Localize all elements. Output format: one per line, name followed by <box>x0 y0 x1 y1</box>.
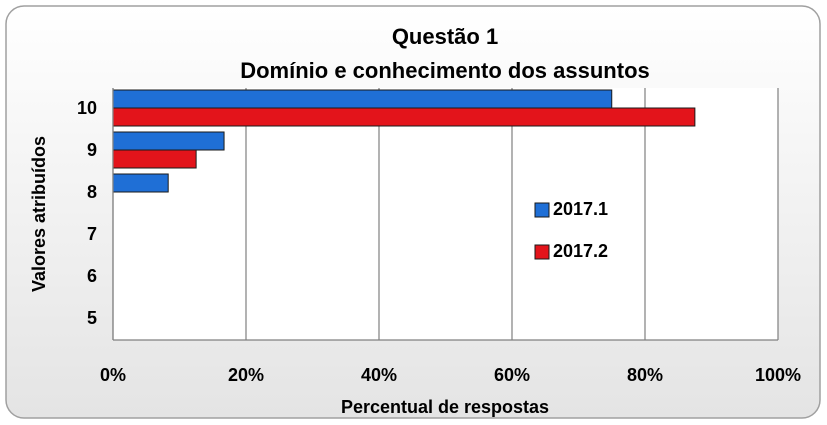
legend-swatch <box>534 202 550 218</box>
x-axis-label: Percentual de respostas <box>341 397 549 417</box>
legend-label: 2017.1 <box>553 199 608 219</box>
bar <box>112 107 696 127</box>
x-tick-label: 80% <box>627 365 663 385</box>
x-tick-label: 100% <box>755 365 801 385</box>
y-tick-label: 7 <box>87 224 97 244</box>
y-axis-label: Valores atribuídos <box>29 136 49 292</box>
chart-title: Questão 1 <box>392 24 498 49</box>
bar <box>112 173 169 193</box>
y-tick-label: 6 <box>87 266 97 286</box>
y-tick-label: 10 <box>77 98 97 118</box>
bar <box>112 149 197 169</box>
legend-label: 2017.2 <box>553 241 608 261</box>
plot-area <box>113 88 778 340</box>
bar <box>112 131 225 151</box>
chart-subtitle: Domínio e conhecimento dos assuntos <box>240 58 650 83</box>
x-tick-label: 40% <box>361 365 397 385</box>
y-tick-label: 5 <box>87 308 97 328</box>
bar <box>112 89 613 109</box>
x-tick-label: 0% <box>100 365 126 385</box>
y-tick-label: 9 <box>87 140 97 160</box>
x-tick-label: 20% <box>228 365 264 385</box>
y-tick-label: 8 <box>87 182 97 202</box>
legend-swatch <box>534 244 550 260</box>
x-tick-label: 60% <box>494 365 530 385</box>
